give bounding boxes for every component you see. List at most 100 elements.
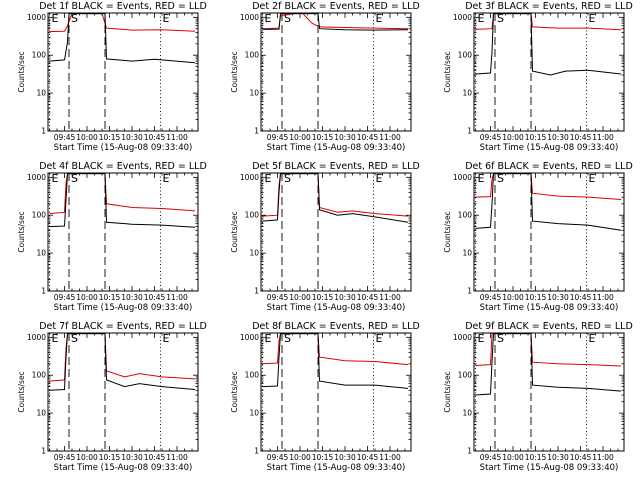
panel-title: Det 3f BLACK = Events, RED = LLD (465, 1, 633, 12)
y-tick-label: 10 (36, 249, 46, 258)
x-tick-label: 11:00 (592, 133, 614, 142)
marker-label: S (71, 12, 78, 25)
y-tick-label: 10 (462, 89, 472, 98)
x-tick-label: 09:45 (480, 293, 502, 302)
x-tick-label: 09:45 (267, 293, 289, 302)
x-tick-label: 10:15 (525, 133, 547, 142)
y-axis-label: Counts/sec (230, 371, 239, 412)
x-tick-label: 11:00 (379, 133, 401, 142)
plot-frame (473, 12, 625, 132)
x-tick-label: 10:15 (99, 133, 121, 142)
y-tick-label: 100 (32, 51, 47, 60)
marker-label: E (163, 12, 170, 25)
y-tick-label: 1000 (453, 173, 472, 182)
marker-label: E (478, 172, 485, 185)
x-tick-label: 09:45 (54, 453, 76, 462)
x-tick-label: 09:45 (267, 453, 289, 462)
marker-label: E (52, 332, 59, 345)
x-tick-label: 11:00 (166, 133, 188, 142)
marker-label: E (163, 332, 170, 345)
marker-label: S (497, 172, 504, 185)
y-tick-label: 100 (245, 371, 260, 380)
x-tick-label: 09:45 (480, 133, 502, 142)
panel-title: Det 4f BLACK = Events, RED = LLD (39, 161, 207, 172)
lld-rate-line (475, 13, 622, 31)
x-tick-label: 10:00 (289, 133, 311, 142)
x-tick-label: 10:00 (76, 453, 98, 462)
marker-label: S (284, 12, 291, 25)
y-tick-label: 10 (249, 249, 259, 258)
x-tick-label: 10:30 (547, 453, 569, 462)
plot-frame (260, 332, 412, 452)
x-tick-label: 10:30 (334, 453, 356, 462)
marker-label: S (284, 172, 291, 185)
y-tick-label: 1000 (27, 13, 46, 22)
y-tick-label: 1000 (240, 173, 259, 182)
y-tick-label: 1000 (27, 333, 46, 342)
x-axis-label: Start Time (15-Aug-08 09:33:40) (480, 303, 619, 313)
plot-frame (47, 172, 199, 292)
event-rate-line (49, 173, 196, 228)
event-rate-line (262, 13, 409, 31)
y-axis-label: Counts/sec (17, 211, 26, 252)
y-tick-label: 1000 (27, 173, 46, 182)
x-tick-label: 10:15 (99, 293, 121, 302)
plot-frame (473, 332, 625, 452)
marker-label: E (265, 172, 272, 185)
x-tick-label: 10:45 (144, 453, 166, 462)
y-tick-label: 100 (32, 211, 47, 220)
x-axis-label: Start Time (15-Aug-08 09:33:40) (54, 463, 193, 473)
plot-frame (47, 332, 199, 452)
y-tick-label: 10 (462, 249, 472, 258)
event-rate-line (475, 13, 622, 76)
y-tick-label: 1000 (453, 13, 472, 22)
x-tick-label: 09:45 (54, 133, 76, 142)
y-tick-label: 100 (32, 371, 47, 380)
x-axis-label: Start Time (15-Aug-08 09:33:40) (480, 143, 619, 153)
event-rate-line (475, 173, 622, 231)
marker-label: E (52, 172, 59, 185)
x-axis-label: Start Time (15-Aug-08 09:33:40) (54, 143, 193, 153)
x-tick-label: 10:15 (525, 453, 547, 462)
x-tick-label: 10:15 (525, 293, 547, 302)
y-tick-label: 1 (467, 287, 472, 296)
x-tick-label: 10:45 (570, 453, 592, 462)
y-axis-label: Counts/sec (17, 51, 26, 92)
y-tick-label: 1 (254, 287, 259, 296)
x-tick-label: 11:00 (379, 293, 401, 302)
x-tick-label: 11:00 (379, 453, 401, 462)
event-rate-line (262, 173, 409, 223)
marker-label: E (265, 12, 272, 25)
y-tick-label: 10 (249, 89, 259, 98)
y-tick-label: 1000 (240, 13, 259, 22)
marker-label: E (589, 172, 596, 185)
x-tick-label: 09:45 (54, 293, 76, 302)
x-tick-label: 10:00 (502, 133, 524, 142)
y-axis-label: Counts/sec (230, 51, 239, 92)
marker-label: E (265, 332, 272, 345)
x-tick-label: 10:15 (312, 133, 334, 142)
marker-label: S (71, 332, 78, 345)
y-tick-label: 1 (41, 447, 46, 456)
marker-label: E (589, 12, 596, 25)
x-tick-label: 10:45 (357, 453, 379, 462)
marker-label: E (52, 12, 59, 25)
panel-title: Det 1f BLACK = Events, RED = LLD (39, 1, 207, 12)
y-tick-label: 10 (462, 409, 472, 418)
plot-frame (47, 12, 199, 132)
x-tick-label: 10:30 (334, 133, 356, 142)
marker-label: S (71, 172, 78, 185)
x-tick-label: 10:45 (570, 133, 592, 142)
x-axis-label: Start Time (15-Aug-08 09:33:40) (267, 303, 406, 313)
x-axis-label: Start Time (15-Aug-08 09:33:40) (480, 463, 619, 473)
y-tick-label: 10 (249, 409, 259, 418)
x-tick-label: 10:30 (547, 133, 569, 142)
x-tick-label: 10:45 (357, 293, 379, 302)
